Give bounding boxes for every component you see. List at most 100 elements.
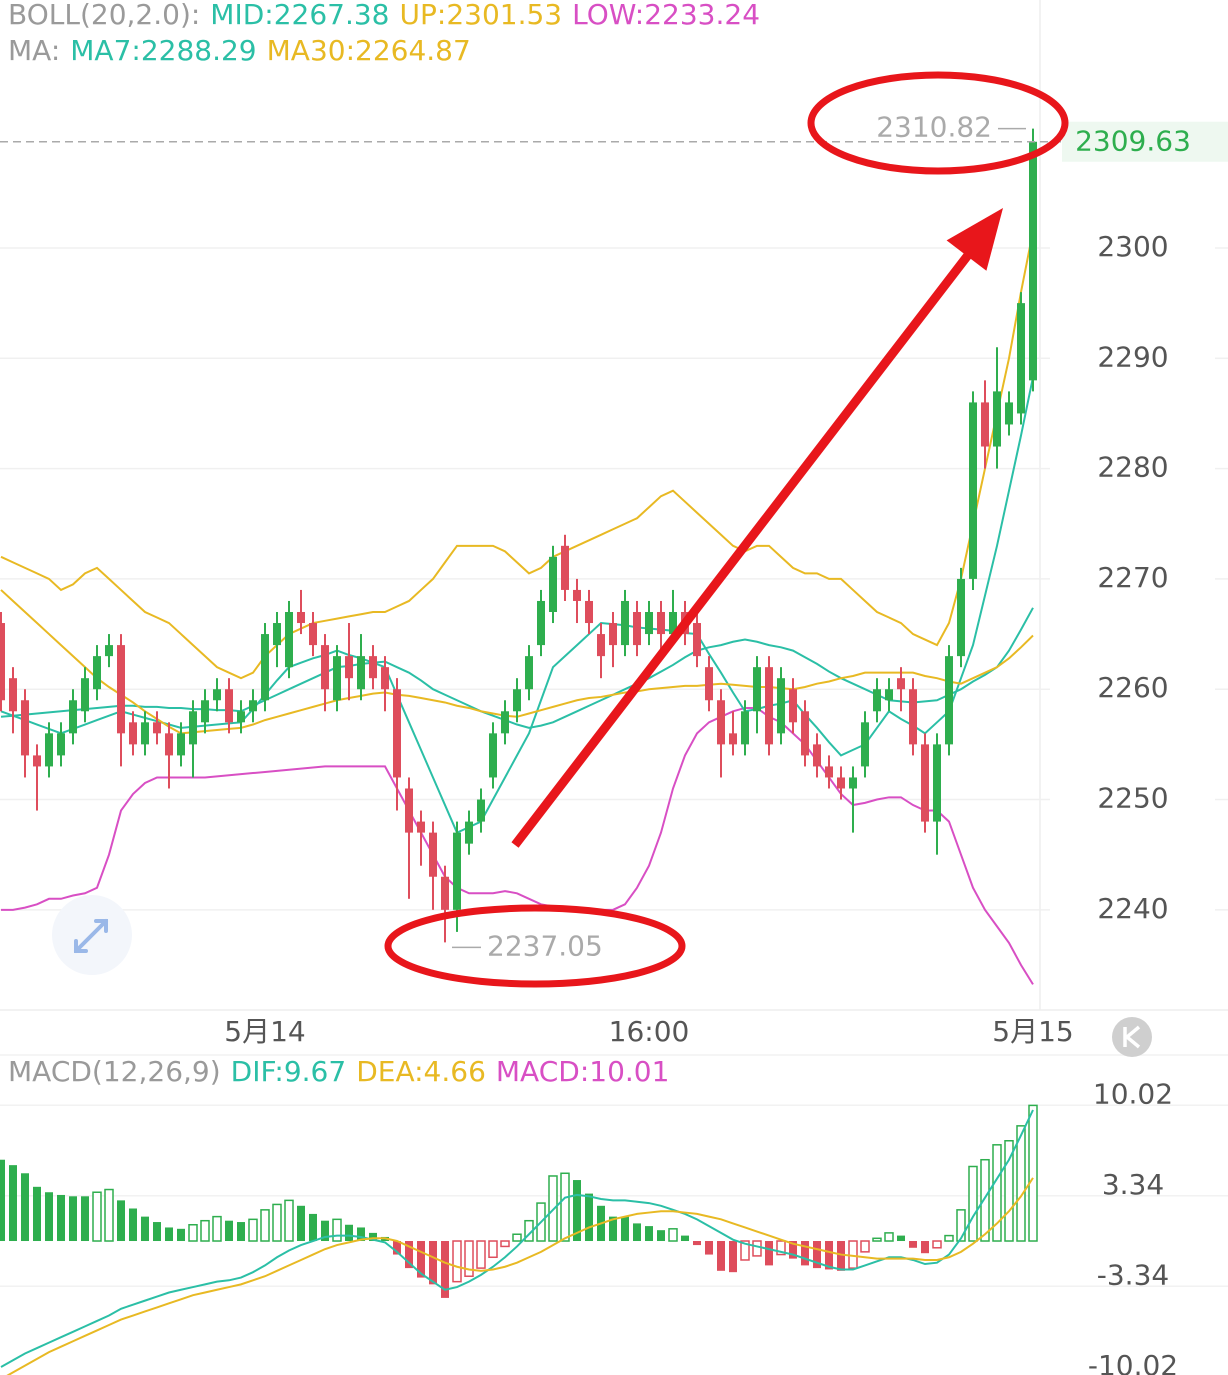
indicator-line: [0, 230, 1034, 680]
candle-body: [477, 799, 485, 822]
macd-bar: [464, 1240, 474, 1277]
macd-bar: [177, 1228, 185, 1242]
macd-bar: [188, 1224, 198, 1242]
x-tick-label: 5月14: [224, 1015, 305, 1048]
macd-bar: [621, 1216, 629, 1242]
arrow-shaft: [511, 243, 979, 848]
candle-body: [789, 689, 797, 723]
indicator-line: [1, 706, 1034, 985]
candle-body: [609, 623, 617, 646]
macd-bar: [117, 1200, 125, 1242]
macd-bar: [909, 1241, 917, 1248]
macd-bar: [345, 1224, 353, 1242]
highlight-ellipse: [807, 71, 1069, 175]
y-tick-label: 2270: [1097, 561, 1168, 594]
arrow-head: [946, 208, 1003, 271]
k-icon-bg[interactable]: [1112, 1017, 1152, 1057]
expand-icon[interactable]: [52, 895, 132, 975]
macd-bar: [248, 1218, 258, 1242]
candle-body: [201, 700, 209, 723]
candle-body: [45, 733, 53, 767]
macd-bar: [512, 1233, 522, 1242]
candle-body: [153, 722, 161, 734]
candle-body: [441, 876, 449, 910]
candle-body: [957, 578, 965, 657]
candle-body: [585, 600, 593, 624]
macd-bar: [860, 1240, 870, 1253]
candle-body: [285, 612, 293, 668]
candle-body: [0, 623, 5, 701]
candle-body: [165, 733, 173, 756]
legend-item: MACD:10.01: [496, 1055, 670, 1088]
macd-bar: [609, 1216, 617, 1242]
candle-body: [969, 402, 977, 579]
indicator-line: [0, 607, 1034, 729]
macd-bar: [141, 1216, 149, 1242]
candle-body: [945, 656, 953, 745]
expand-icon-glyph[interactable]: [74, 919, 108, 953]
legend-title: MACD(12,26,9): [8, 1055, 221, 1088]
candle-body: [525, 656, 533, 690]
candle-body: [321, 645, 329, 690]
macd-bar: [897, 1235, 905, 1242]
macd-bar: [681, 1235, 689, 1242]
macd-bar: [752, 1240, 762, 1257]
candle-body: [777, 678, 785, 734]
macd-bar: [69, 1196, 77, 1242]
macd-bar: [813, 1241, 821, 1269]
last-price-label: 2309.63: [1075, 125, 1191, 158]
candle-body: [249, 700, 257, 712]
candle-body: [813, 744, 821, 767]
macd-bar: [729, 1241, 737, 1273]
candle-body: [921, 744, 929, 822]
y-tick-label: 2280: [1097, 451, 1168, 484]
macd-bar: [573, 1180, 581, 1242]
macd-bar: [405, 1241, 413, 1269]
legend-title: MA:: [8, 34, 60, 67]
candle-body: [801, 711, 809, 756]
candle-body: [21, 700, 29, 756]
legend-item: DEA:4.66: [356, 1055, 486, 1088]
candle-body: [273, 623, 281, 646]
candle-body: [333, 656, 341, 701]
macd-bar: [1016, 1125, 1026, 1242]
macd-bar: [92, 1191, 102, 1242]
macd-bar: [776, 1240, 786, 1256]
candle-body: [561, 545, 569, 590]
k-icon-glyph[interactable]: [1123, 1025, 1141, 1049]
macd-bar: [81, 1196, 89, 1242]
macd-bar: [393, 1241, 401, 1255]
macd-bar: [441, 1241, 449, 1298]
k-icon[interactable]: [1112, 1017, 1152, 1057]
macd-bar: [429, 1241, 437, 1285]
candle-body: [549, 556, 557, 613]
candle-body: [909, 689, 917, 745]
candle-body: [369, 656, 377, 679]
y-tick-label: 2260: [1097, 671, 1168, 704]
macd-bar: [693, 1241, 701, 1246]
macd-bar: [0, 1159, 5, 1242]
macd-line: [0, 1109, 1034, 1368]
candle-body: [825, 766, 833, 778]
candle-body: [633, 612, 641, 646]
macd-bar: [825, 1241, 833, 1270]
macd-bar: [956, 1209, 966, 1242]
macd-bar: [129, 1208, 137, 1242]
macd-bar: [765, 1241, 773, 1266]
candle-body: [117, 645, 125, 734]
candle-body: [717, 700, 725, 745]
macd-bar: [1028, 1104, 1038, 1242]
macd-bar: [560, 1172, 570, 1242]
candle-body: [345, 656, 353, 679]
macd-bar: [309, 1213, 317, 1242]
y-tick-label: 3.34: [1102, 1168, 1164, 1201]
macd-bar: [872, 1237, 882, 1242]
macd-bar: [212, 1215, 222, 1242]
candle-body: [225, 689, 233, 723]
y-tick-label: 2250: [1097, 782, 1168, 815]
candle-body: [57, 733, 65, 756]
macd-bar: [225, 1220, 233, 1242]
